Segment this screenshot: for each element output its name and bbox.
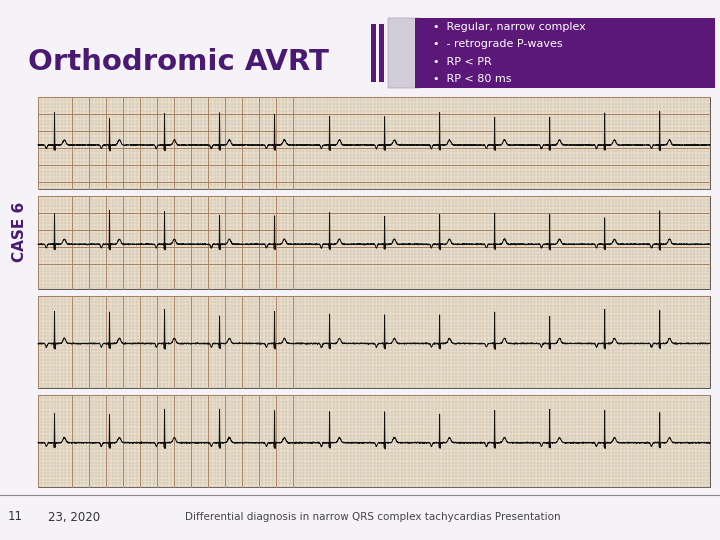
Text: 23, 2020: 23, 2020 (48, 510, 100, 523)
Polygon shape (388, 18, 440, 88)
Text: •  - retrograde P-waves: • - retrograde P-waves (433, 39, 562, 49)
Text: Differential diagnosis in narrow QRS complex tachycardias Presentation: Differential diagnosis in narrow QRS com… (185, 512, 561, 522)
Bar (415, 18, 715, 88)
Text: •  RP < 80 ms: • RP < 80 ms (433, 74, 511, 84)
Bar (38, 196, 710, 288)
Text: •  Regular, narrow complex: • Regular, narrow complex (433, 22, 586, 32)
Bar (38, 395, 710, 487)
Bar (38, 295, 710, 388)
Text: •  RP < PR: • RP < PR (433, 57, 492, 67)
Bar (371, 24, 376, 82)
Bar (38, 97, 710, 189)
Bar (379, 24, 384, 82)
Text: CASE 6: CASE 6 (12, 202, 27, 262)
Text: Orthodromic AVRT: Orthodromic AVRT (28, 48, 329, 76)
Text: 11: 11 (8, 510, 23, 523)
